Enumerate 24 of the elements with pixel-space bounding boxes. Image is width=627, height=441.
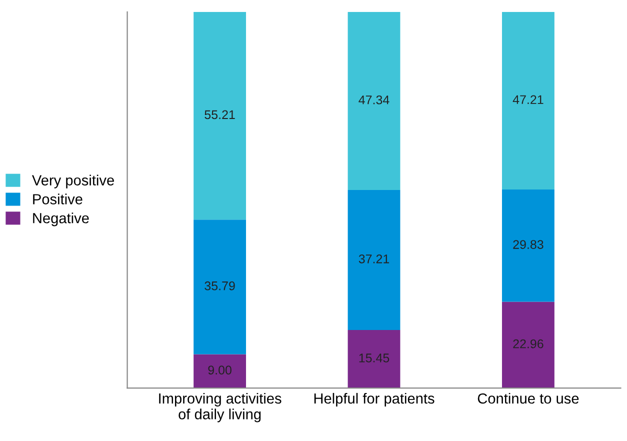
data-label: 55.21 bbox=[204, 110, 235, 120]
data-label: 35.79 bbox=[204, 281, 235, 290]
bar bbox=[194, 12, 246, 220]
bar bbox=[502, 302, 554, 388]
x-tick-label: Helpful for patients bbox=[314, 392, 434, 407]
data-label: 22.96 bbox=[513, 339, 544, 348]
bar bbox=[194, 220, 246, 354]
x-tick-label: Improving activities of daily living bbox=[159, 392, 282, 422]
legend-label: Negative bbox=[33, 212, 89, 226]
bar bbox=[502, 12, 554, 190]
data-label: 15.45 bbox=[359, 354, 390, 362]
data-label: 47.34 bbox=[358, 95, 390, 104]
bar bbox=[348, 190, 400, 330]
data-label: 9.00 bbox=[208, 366, 232, 375]
legend-label: Positive bbox=[33, 194, 82, 204]
data-label: 29.83 bbox=[513, 240, 544, 249]
data-label: 47.21 bbox=[512, 95, 544, 104]
bar bbox=[348, 12, 400, 190]
bar bbox=[348, 330, 400, 388]
x-tick-label: Continue to use bbox=[478, 392, 579, 404]
bar bbox=[502, 190, 554, 302]
data-label: 37.21 bbox=[358, 254, 390, 264]
bar bbox=[194, 354, 246, 388]
legend-label: Very positive bbox=[32, 174, 114, 188]
